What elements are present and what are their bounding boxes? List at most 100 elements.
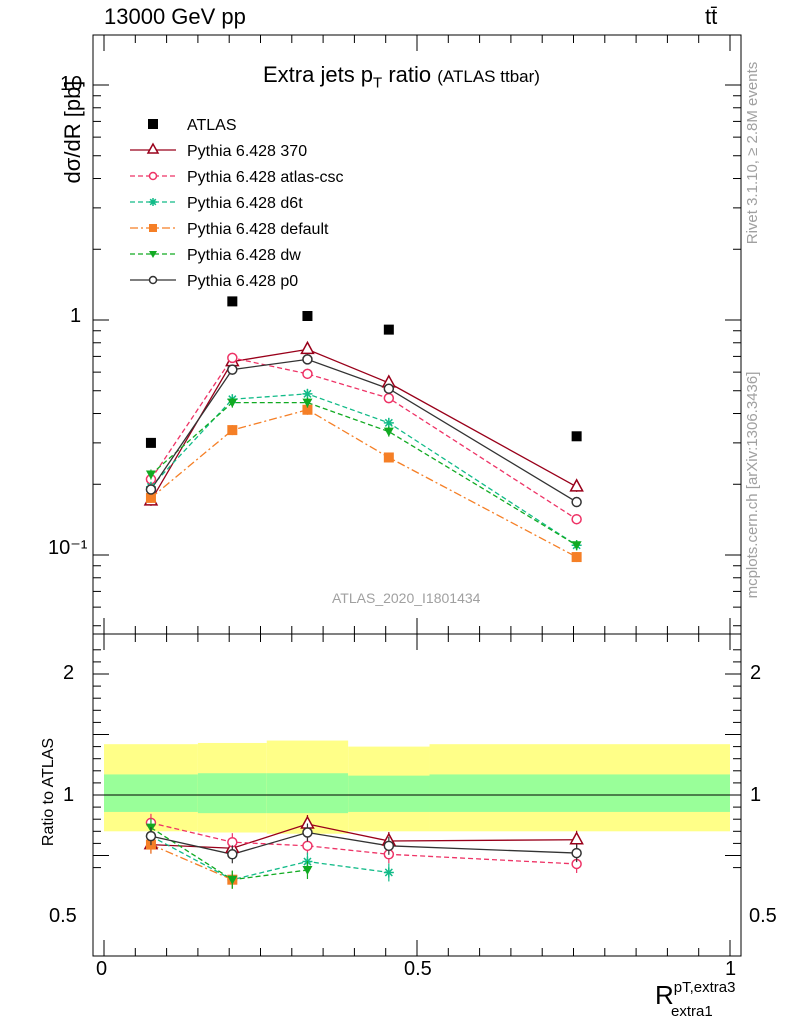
analysis-id: ATLAS_2020_I1801434 — [332, 590, 481, 606]
series-4-line — [150, 409, 577, 558]
legend-marker-4 — [149, 224, 157, 232]
stat-band-2 — [266, 773, 349, 814]
ratio-series-5-point-2 — [302, 827, 313, 838]
series-5-point-0 — [145, 470, 156, 480]
legend-label-5: Pythia 6.428 dw — [187, 247, 301, 264]
ratio-tick-label-right-1: 1 — [750, 784, 762, 806]
stat-band-3 — [348, 775, 430, 812]
legend-marker-5 — [149, 251, 157, 258]
series-4-point-1 — [227, 425, 238, 436]
legend-label-0: ATLAS — [187, 117, 237, 134]
y-tick-label-0p1: 10⁻¹ — [48, 537, 88, 559]
series-0-point-4 — [571, 431, 582, 442]
ratio-series-3-line — [150, 844, 233, 881]
legend-marker-3 — [149, 198, 157, 206]
x-axis-label-sub: extra1 — [671, 1003, 713, 1020]
ratio-series-4-point-2 — [302, 866, 313, 876]
x-tick-label-0: 0 — [96, 958, 108, 980]
series-5-point-1 — [227, 398, 238, 408]
series-2-point-4 — [571, 513, 582, 525]
chart-title-tail: ratio — [382, 62, 432, 87]
x-tick-label-1: 1 — [725, 958, 737, 980]
stat-band-1 — [197, 773, 267, 814]
ratio-series-5-point-1 — [227, 849, 238, 860]
series-4-point-0 — [145, 492, 156, 503]
ratio-tick-label-right-0p5: 0.5 — [749, 905, 777, 927]
chart-title-main: Extra jets p — [263, 62, 374, 87]
mcplots-label: mcplots.cern.ch [arXiv:1306.3436] — [744, 371, 761, 599]
legend-label-1: Pythia 6.428 370 — [187, 143, 307, 160]
ratio-series-2-point-3 — [383, 867, 394, 878]
series-5-point-2 — [302, 398, 313, 408]
process-label: tt̄ — [705, 4, 718, 29]
chart-title-note: (ATLAS ttbar) — [437, 67, 540, 86]
series-6-point-2 — [302, 354, 313, 365]
legend-marker-0 — [148, 119, 158, 129]
axis-ticks — [93, 35, 741, 956]
ratio-tick-label-0p5: 0.5 — [49, 905, 77, 927]
uncertainty-bands — [104, 740, 730, 834]
series-0-point-3 — [383, 324, 394, 335]
legend-marker-1 — [146, 142, 160, 154]
series-5-line — [150, 401, 577, 546]
series-1-line — [150, 348, 577, 502]
series-3-point-2 — [302, 388, 313, 399]
energy-label: 13000 GeV pp — [104, 4, 246, 29]
main-series-lines — [150, 348, 577, 558]
legend-label-4: Pythia 6.428 default — [187, 221, 329, 238]
ratio-tick-label-right-2: 2 — [750, 662, 762, 684]
series-6-point-0 — [145, 484, 157, 495]
series-6-point-3 — [383, 383, 395, 394]
x-tick-label-0p5: 0.5 — [404, 958, 432, 980]
series-6-point-4 — [571, 496, 582, 508]
legend-label-2: Pythia 6.428 atlas-csc — [187, 169, 344, 186]
series-2-point-2 — [302, 368, 313, 380]
main-series-markers — [143, 296, 584, 563]
series-0-point-2 — [302, 310, 313, 321]
legend-label-6: Pythia 6.428 p0 — [187, 273, 298, 290]
y-tick-label-10: 10 — [60, 73, 83, 95]
ratio-series-5-point-4 — [571, 847, 582, 859]
legend-label-3: Pythia 6.428 d6t — [187, 195, 303, 212]
series-1-point-4 — [569, 478, 584, 492]
series-0-point-1 — [227, 296, 238, 307]
series-6-line — [150, 358, 577, 503]
stat-band-0 — [104, 774, 198, 812]
legend-marker-2 — [148, 171, 158, 181]
y-tick-label-1: 1 — [70, 305, 82, 327]
ratio-series-2-line — [150, 835, 389, 881]
legend-entry-4: Pythia 6.428 default — [130, 221, 329, 238]
x-axis-label-sup: pT,extra3 — [673, 979, 736, 996]
legend-entry-2: Pythia 6.428 atlas-csc — [130, 169, 344, 186]
series-4-point-4 — [571, 552, 582, 563]
legend-entry-1: Pythia 6.428 370 — [130, 142, 307, 160]
ratio-series-1-point-2 — [302, 840, 313, 852]
ratio-tick-label-2: 2 — [63, 662, 75, 684]
ratio-tick-label-1: 1 — [63, 784, 75, 806]
x-axis-label: RpT,extra3 — [655, 979, 736, 1011]
legend-entry-0: ATLAS — [148, 117, 237, 134]
ratio-series-markers — [143, 813, 584, 889]
series-2-line — [150, 357, 577, 520]
ratio-y-axis-label: Ratio to ATLAS — [40, 737, 57, 847]
ratio-series-0-point-4 — [569, 831, 584, 845]
series-4-point-2 — [302, 404, 313, 415]
chart-title: Extra jets pT ratio (ATLAS ttbar) — [263, 62, 540, 91]
legend-marker-6 — [148, 275, 158, 285]
legend-entry-3: Pythia 6.428 d6t — [130, 195, 303, 212]
series-1-point-2 — [300, 340, 315, 355]
ratio-series-5-point-3 — [383, 840, 395, 852]
series-2-point-1 — [227, 352, 238, 364]
series-2-point-3 — [383, 392, 395, 404]
chart-title-sub: T — [373, 74, 383, 92]
series-5-point-4 — [571, 541, 582, 551]
series-4-point-3 — [383, 452, 394, 463]
series-6-point-1 — [227, 364, 238, 375]
stat-band-4 — [429, 774, 730, 812]
series-3-point-3 — [383, 417, 394, 428]
legend-entry-5: Pythia 6.428 dw — [130, 247, 301, 264]
legend-entry-6: Pythia 6.428 p0 — [130, 273, 298, 290]
legend: ATLAS Pythia 6.428 370 Pythia 6.428 atlas-… — [130, 117, 344, 290]
ratio-series-4-point-1 — [227, 875, 238, 885]
